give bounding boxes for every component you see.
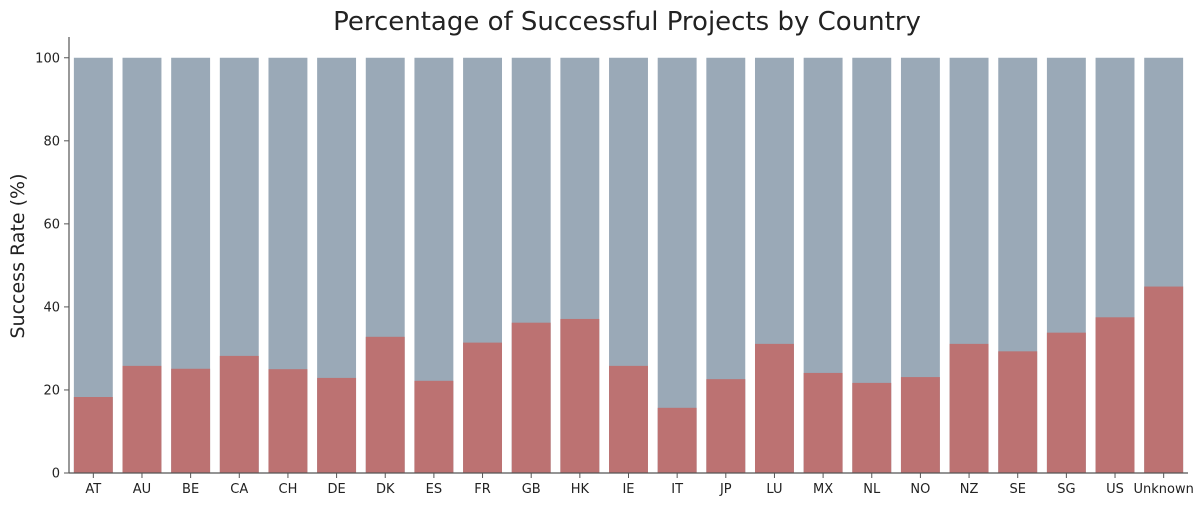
y-tick-label: 80 [43,134,60,149]
success-bar-sg [1046,332,1086,473]
success-bar-jp [706,379,746,473]
success-bar-ie [609,365,648,473]
success-bar-es [414,380,454,473]
success-bar-us [1095,317,1135,473]
x-tick-label-de: DE [327,482,345,497]
success-bar-mx [803,372,843,473]
y-tick-label: 60 [43,217,60,232]
success-bar-at [73,397,113,473]
success-bar-no [900,377,940,473]
x-tick-label-ch: CH [279,482,298,497]
success-bar-nl [852,382,892,473]
x-tick-label-sg: SG [1057,482,1075,497]
total-bar-it [657,57,697,474]
x-tick-label-jp: JP [719,482,732,497]
x-tick-label-us: US [1106,482,1124,497]
axes-group: 0 20 40 60 80 100 AT AU BE CA CH DE DK ES FR GB HK IE IT JP… [35,37,1194,497]
success-bar-it [657,407,697,473]
x-tick-label-fr: FR [474,482,491,497]
x-tick-label-es: ES [426,482,442,497]
x-tick-label-ca: CA [230,482,248,497]
x-tick-label-se: SE [1009,482,1025,497]
success-bar-fr [463,342,503,473]
x-tick-label-at: AT [85,482,101,497]
y-tick-label: 0 [52,467,60,482]
success-bar-au [122,365,162,473]
success-bar-ch [268,369,308,473]
success-bar-dk [365,336,405,473]
x-tick-label-nl: NL [863,482,881,497]
success-bar-ca [219,355,259,473]
x-tick-label-au: AU [133,482,151,497]
x-tick-label-it: IT [671,482,683,497]
y-tick-label: 20 [43,383,60,398]
x-tick-label-no: NO [910,482,930,497]
success-bar-nz [949,343,989,473]
success-bar-be [171,368,211,473]
success-bar-se [998,351,1038,473]
x-tick-label-mx: MX [813,482,833,497]
y-tick-label: 100 [35,51,60,66]
success-bar-gb [511,322,551,473]
x-tick-label-nz: NZ [960,482,979,497]
y-tick-label: 40 [43,300,60,315]
success-bar-de [317,377,357,473]
bars-group [73,57,1184,474]
x-tick-label-ie: IE [622,482,634,497]
x-tick-label-be: BE [182,482,199,497]
x-tick-label-hk: HK [571,482,590,497]
success-bar-unknown [1144,286,1184,473]
x-tick-label-gb: GB [522,482,541,497]
y-axis-label: Success Rate (%) [7,173,29,338]
x-tick-label-dk: DK [376,482,395,497]
chart-title: Percentage of Successful Projects by Cou… [333,7,921,37]
x-tick-label-unknown: Unknown [1133,482,1193,497]
success-bar-hk [560,318,600,473]
success-bar-lu [754,343,794,473]
x-tick-label-lu: LU [766,482,782,497]
